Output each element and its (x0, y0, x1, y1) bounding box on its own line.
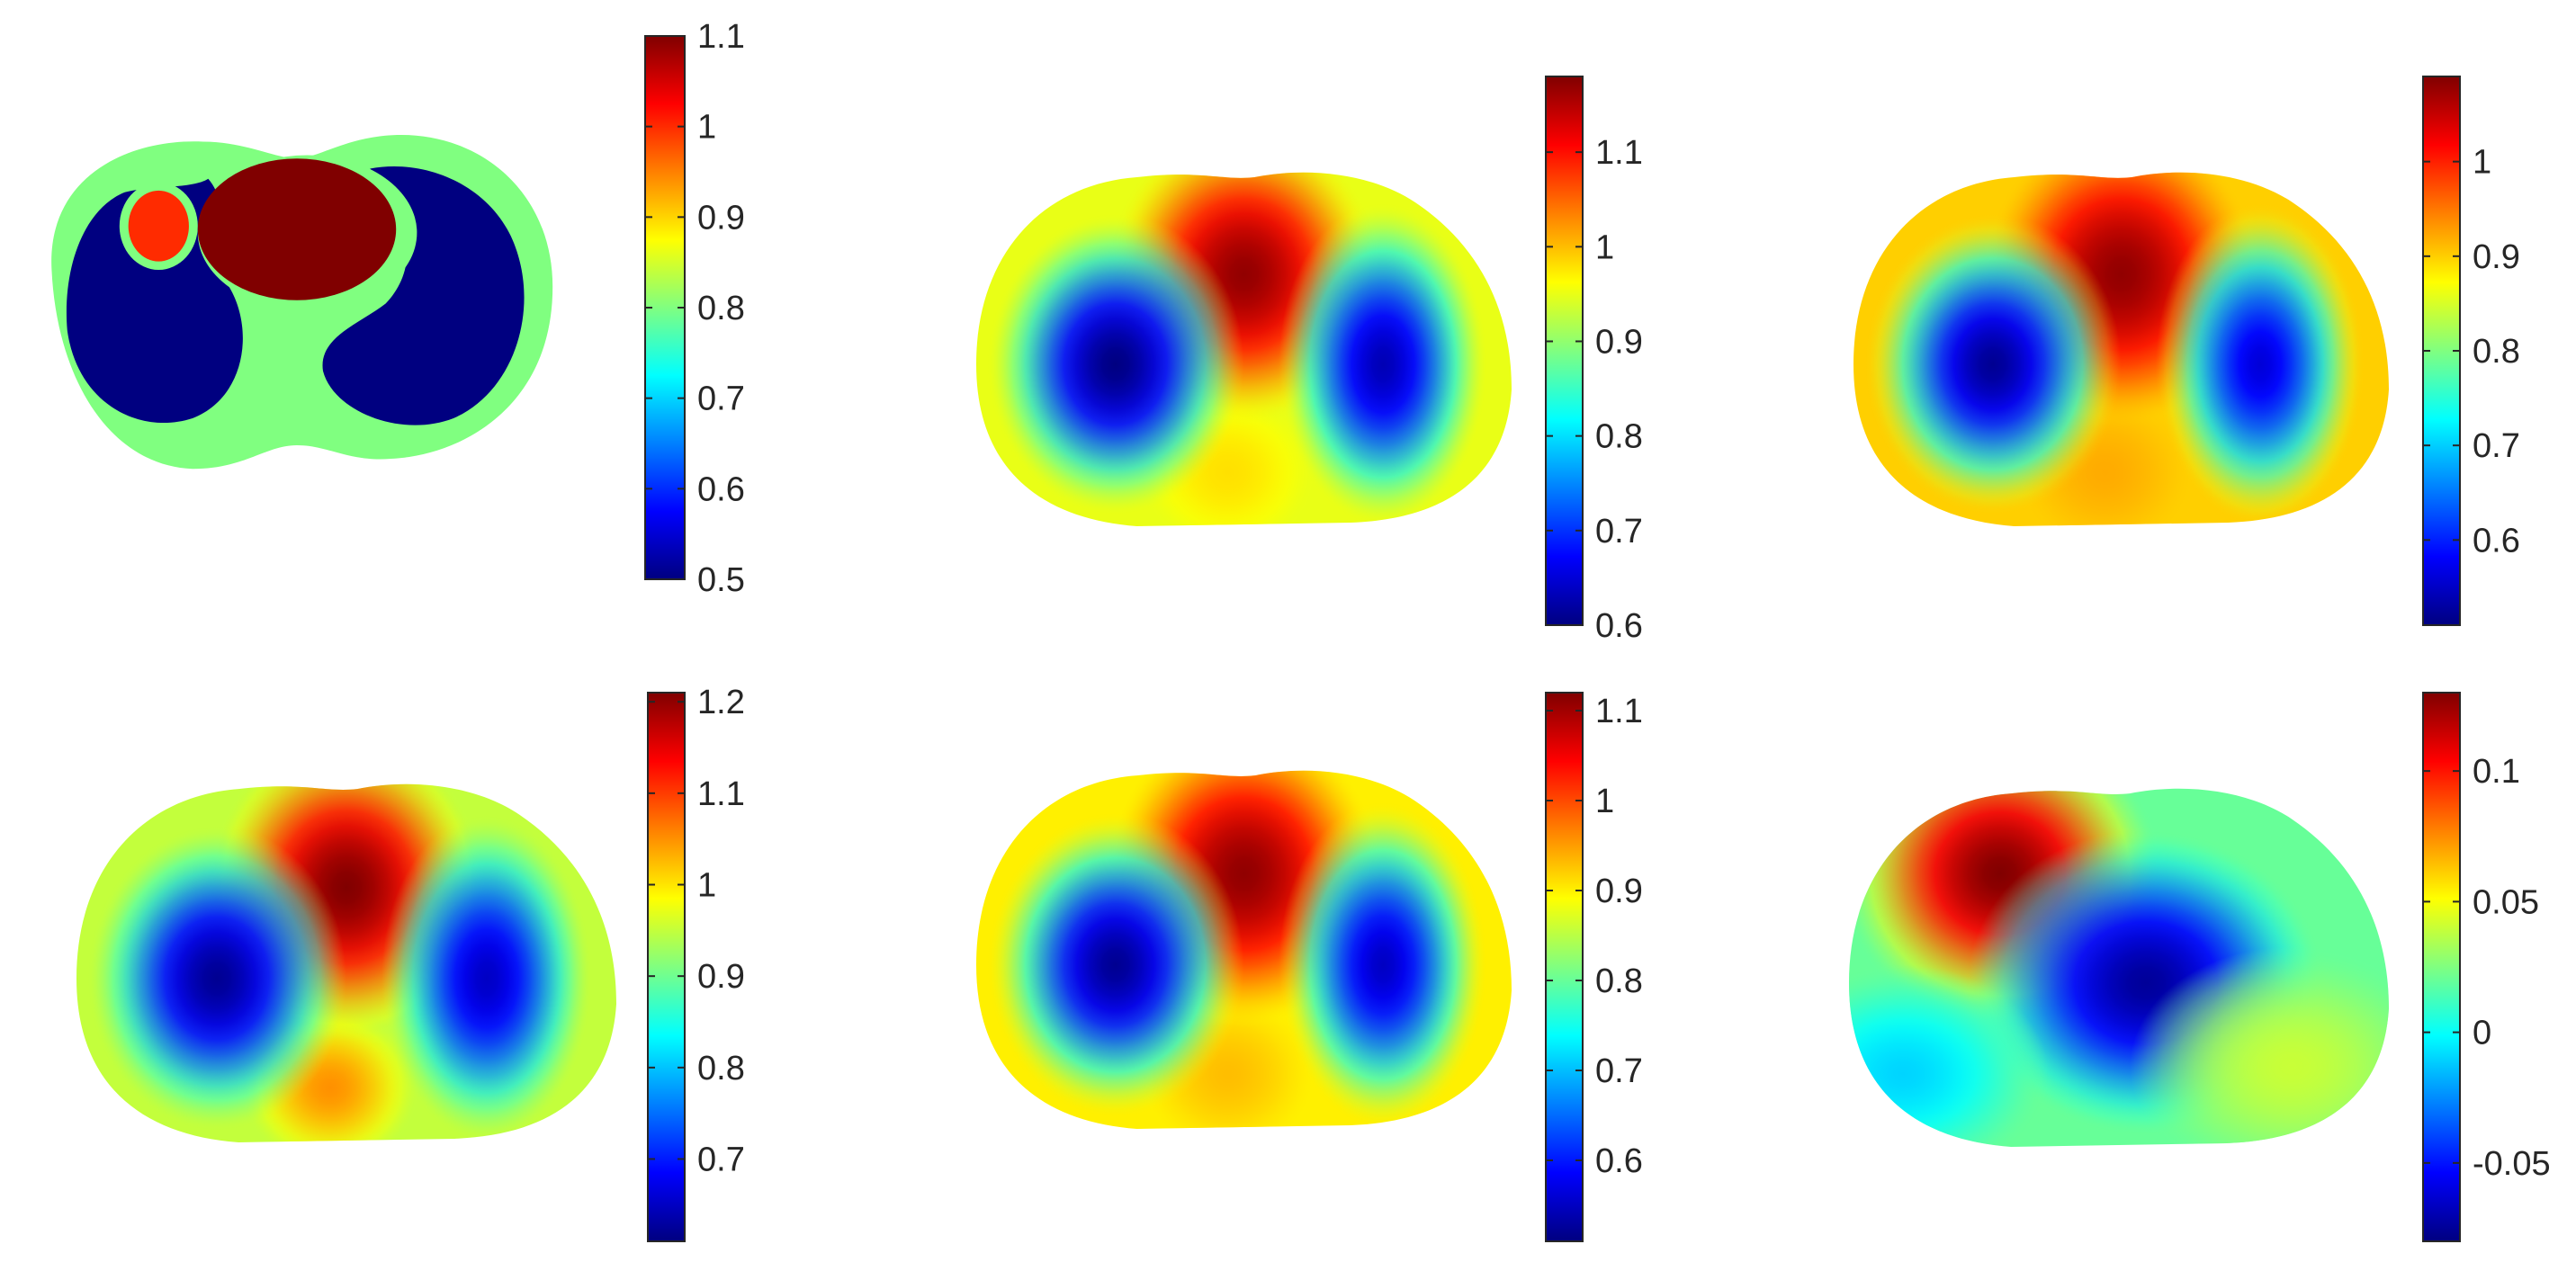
colorbar-tick-label: 0.9 (1595, 873, 1643, 910)
colorbar-tick-label: 0.7 (1595, 513, 1643, 550)
colorbar-gradient (2422, 692, 2461, 1242)
blob-lower-left-cool (1849, 964, 2049, 1147)
colorbar-tick-label: 0.8 (697, 290, 745, 327)
colorbar-tick-label: 0.9 (697, 958, 745, 996)
blob-left-lobe (986, 213, 1244, 515)
colorbar-tick-label: 0.9 (2473, 238, 2520, 276)
blob-left-lobe (986, 811, 1244, 1118)
blob-right-lobe (1279, 202, 1488, 526)
colorbar-5: 0.6 0.7 0.8 0.9 1 1.1 (1545, 692, 1643, 1242)
colorbar-tick-label: 0.7 (2473, 427, 2520, 465)
region-small-inclusion (128, 190, 189, 262)
panel-3: 0.6 0.7 0.8 0.9 1 (1853, 76, 2520, 626)
colorbar-tick-label: 1.2 (697, 684, 745, 721)
blob-right-lobe (381, 814, 592, 1142)
colorbar-tick-label: 0.7 (697, 1141, 745, 1179)
reconstruction-map (1853, 172, 2389, 526)
reconstruction-map (1849, 788, 2389, 1147)
colorbar-tick-label: 0.6 (1595, 1142, 1643, 1180)
colorbar-tick-label: 0.8 (1595, 962, 1643, 1000)
colorbar-tick-label: 0.8 (2473, 333, 2520, 371)
reconstruction-map (976, 172, 1512, 526)
phantom-map (51, 135, 553, 470)
colorbar-3: 0.6 0.7 0.8 0.9 1 (2422, 76, 2520, 626)
colorbar-tick-label: 0.9 (697, 199, 745, 237)
colorbar-tick-label: 0.7 (1595, 1052, 1643, 1090)
colorbar-tick-label: 0.05 (2473, 883, 2539, 921)
colorbar-tick-label: 1.1 (1595, 134, 1643, 172)
region-heart (197, 158, 397, 300)
blob-left-lobe (87, 825, 346, 1132)
colorbar-tick-label: 0.6 (2473, 522, 2520, 559)
colorbar-1: 0.5 0.6 0.7 0.8 0.9 1 1.1 (644, 18, 745, 599)
colorbar-tick-label: 1 (2473, 144, 2491, 182)
colorbar-tick-label: 0.6 (697, 470, 745, 508)
reconstruction-map (976, 770, 1512, 1129)
colorbar-tick-label: 0.8 (697, 1050, 745, 1088)
colorbar-tick-label: 1 (697, 867, 716, 905)
colorbar-tick-label: 0.1 (2473, 753, 2520, 791)
colorbar-tick-label: 1 (1595, 783, 1614, 820)
colorbar-gradient (647, 692, 686, 1242)
colorbar-gradient (1545, 76, 1584, 626)
colorbar-tick-label: 0.8 (1595, 418, 1643, 456)
blob-right-lobe (1279, 801, 1488, 1129)
panel-2: 0.6 0.7 0.8 0.9 1 1.1 (976, 76, 1643, 645)
colorbar-tick-label: 0.9 (1595, 323, 1643, 361)
reconstruction-map (76, 783, 616, 1142)
colorbar-tick-label: 0 (2473, 1015, 2491, 1052)
colorbar-tick-label: 0.7 (697, 380, 745, 418)
blob-right-lobe (2156, 202, 2365, 526)
blob-left-lobe (1863, 213, 2122, 515)
colorbar-tick-label: 0.6 (1595, 607, 1643, 645)
colorbar-4: 0.7 0.8 0.9 1 1.1 1.2 (647, 684, 745, 1242)
blob-lower-right-warm (2130, 946, 2389, 1147)
colorbar-tick-label: 0.5 (697, 561, 745, 599)
region-right-lung (322, 166, 525, 425)
colorbar-tick-label: -0.05 (2473, 1145, 2551, 1183)
colorbar-6: -0.05 0 0.05 0.1 (2422, 692, 2551, 1242)
colorbar-tick-label: 1.1 (697, 18, 745, 56)
colorbar-tick-label: 1 (1595, 228, 1614, 266)
colorbar-tick-label: 1.1 (1595, 693, 1643, 730)
panel-1: 0.5 0.6 0.7 0.8 0.9 1 1.1 (51, 18, 745, 599)
colorbar-tick-label: 1.1 (697, 775, 745, 813)
colorbar-gradient (1545, 692, 1584, 1242)
panel-5: 0.6 0.7 0.8 0.9 1 1.1 (976, 692, 1643, 1242)
colorbar-tick-label: 1 (697, 109, 716, 147)
panel-6: -0.05 0 0.05 0.1 (1849, 692, 2551, 1242)
panel-4: 0.7 0.8 0.9 1 1.1 1.2 (76, 684, 745, 1242)
colorbar-2: 0.6 0.7 0.8 0.9 1 1.1 (1545, 76, 1643, 645)
